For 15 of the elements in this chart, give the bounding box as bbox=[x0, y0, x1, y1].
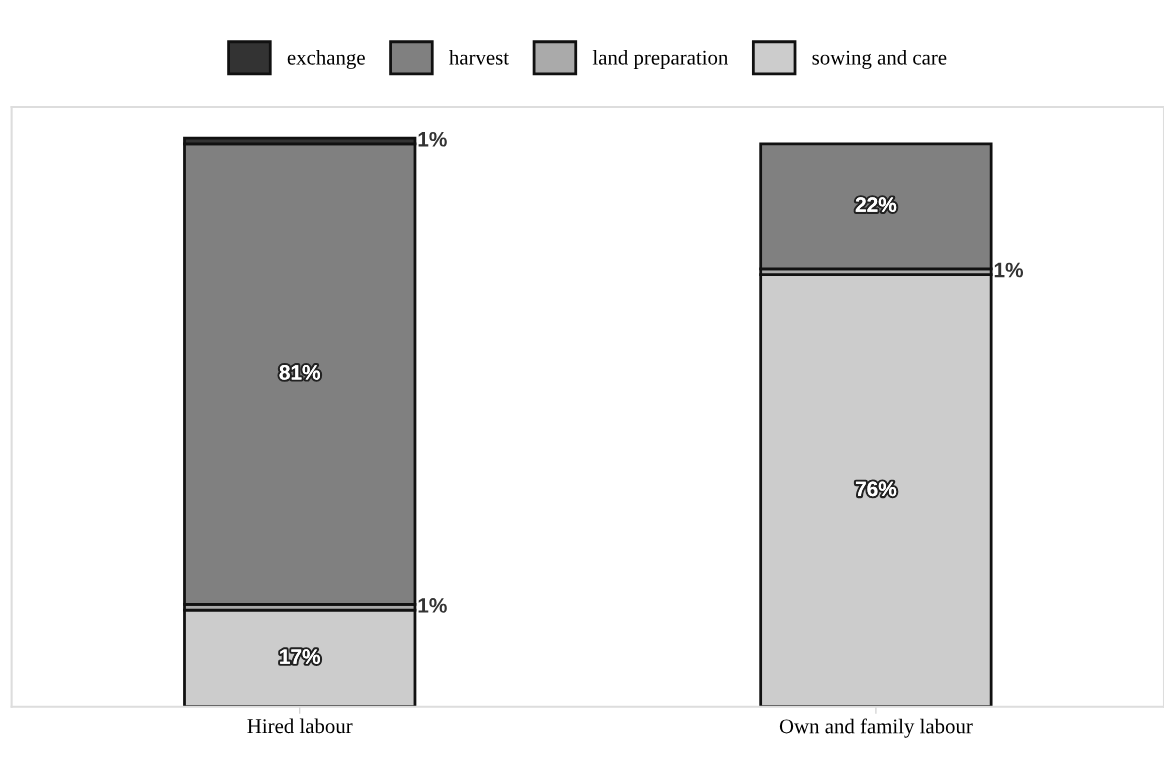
data-label: 17% bbox=[280, 649, 321, 664]
legend-label: harvest bbox=[449, 50, 509, 65]
data-label: 81% bbox=[279, 364, 321, 380]
data-label: 1% bbox=[418, 131, 447, 147]
legend-label: land preparation bbox=[592, 50, 729, 69]
x-tick-label: Own and family labour bbox=[779, 718, 973, 738]
bar bbox=[183, 608, 417, 707]
legend-label: exchange bbox=[287, 50, 365, 69]
bar bbox=[759, 273, 993, 707]
data-label: 1% bbox=[994, 262, 1024, 278]
data-label: 1% bbox=[418, 598, 447, 613]
legend-label: sowing and care bbox=[812, 50, 947, 69]
x-tick-label: Hired labour bbox=[247, 718, 353, 734]
data-label: 22% bbox=[855, 197, 897, 212]
data-label: 76% bbox=[855, 481, 897, 497]
